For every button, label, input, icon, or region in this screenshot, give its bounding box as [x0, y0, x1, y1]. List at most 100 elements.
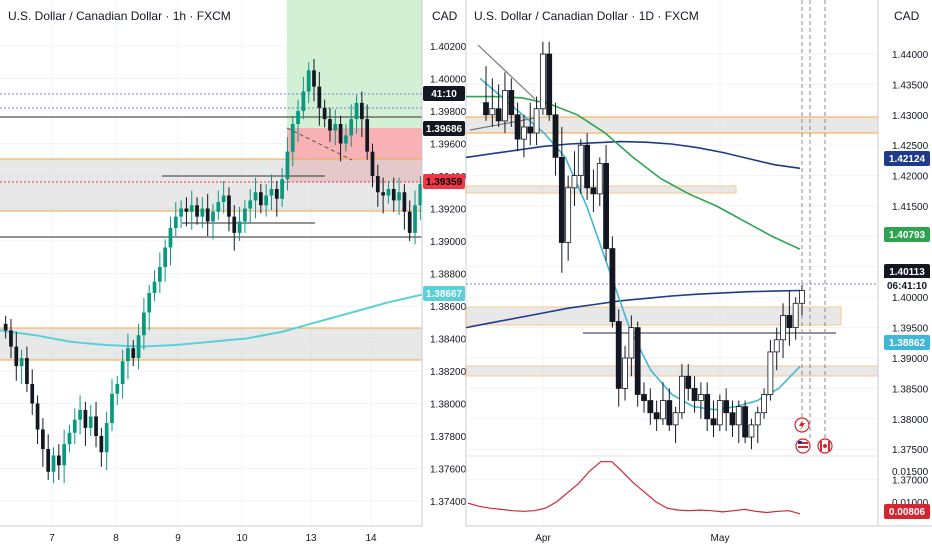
- trendline[interactable]: [477, 44, 536, 100]
- candle: [590, 169, 597, 213]
- candle: [216, 190, 221, 220]
- candle: [41, 418, 45, 467]
- candle-body: [237, 221, 242, 233]
- candle: [407, 200, 412, 241]
- price-tag: 1.40793: [884, 227, 930, 242]
- candle-body: [136, 335, 141, 358]
- candle: [742, 400, 749, 444]
- candle: [609, 236, 616, 328]
- candle-body: [653, 412, 660, 420]
- candle-body: [767, 351, 774, 395]
- candle-body: [792, 302, 799, 328]
- candle-body: [227, 195, 231, 217]
- candle: [46, 434, 51, 480]
- candle-body: [67, 432, 72, 445]
- candle: [413, 190, 417, 245]
- candle: [729, 400, 736, 438]
- candle: [168, 216, 173, 266]
- candle-body: [584, 144, 591, 189]
- candle-body: [179, 208, 183, 217]
- us-flag-icon: [798, 441, 802, 444]
- candle: [195, 197, 199, 225]
- candle-body: [200, 208, 205, 217]
- demand-zone: [465, 306, 842, 326]
- candle: [173, 202, 178, 237]
- price-tag-bg: [884, 335, 930, 350]
- candle: [253, 177, 258, 219]
- candle-body: [748, 424, 755, 438]
- candle-body: [521, 126, 527, 140]
- price-tag: 1.38667: [423, 286, 465, 301]
- right-chart-title: U.S. Dollar / Canadian Dollar · 1D · FXC…: [474, 9, 699, 23]
- candle: [539, 41, 546, 115]
- us-flag-icon: [798, 442, 808, 444]
- candle-body: [184, 208, 189, 212]
- candle: [792, 297, 799, 340]
- candle-body: [710, 418, 717, 426]
- candle-body: [735, 406, 742, 426]
- oscillator-axis[interactable]: 0.01500 0.01000: [892, 467, 929, 509]
- left-time-axis[interactable]: 7 8 9 10 13 14: [49, 533, 377, 544]
- left-chart-panel: 1.402001.400001.398001.396001.394001.392…: [0, 0, 467, 544]
- moving-average-line: [0, 293, 423, 348]
- candle: [152, 270, 157, 302]
- candle: [615, 309, 622, 407]
- price-tag-label: 1.38667: [426, 289, 463, 300]
- candle-body: [30, 384, 35, 404]
- candle-body: [685, 375, 692, 389]
- candle: [483, 66, 489, 121]
- candle: [157, 252, 162, 293]
- candle: [131, 340, 136, 367]
- canada-flag-event-icon[interactable]: [817, 438, 833, 454]
- candle: [83, 401, 88, 446]
- candle-body: [402, 192, 407, 212]
- candle-body: [157, 267, 162, 282]
- oscillator-line: [467, 461, 801, 515]
- time-tick-label: Apr: [535, 533, 551, 544]
- candle-body: [322, 107, 327, 120]
- candle: [306, 62, 311, 103]
- lower-zone: [465, 365, 879, 377]
- price-tag: 41:10: [423, 86, 465, 101]
- candle-body: [577, 144, 584, 176]
- candle: [104, 411, 109, 471]
- candle: [716, 394, 723, 431]
- price-tag-bg: [423, 121, 465, 136]
- candle-body: [533, 108, 540, 134]
- candle-body: [328, 119, 332, 131]
- candle: [211, 203, 215, 240]
- candle: [274, 180, 279, 217]
- candle: [115, 375, 120, 406]
- candle-body: [502, 90, 508, 122]
- candle-body: [647, 400, 654, 414]
- candle: [264, 184, 269, 217]
- lightning-event-icon[interactable]: [794, 417, 810, 433]
- oscillator-tick-label: 0.01500: [892, 467, 929, 478]
- price-tag-bg: [884, 504, 930, 519]
- price-tick-label: 1.37800: [430, 432, 467, 443]
- supply-zone: [0, 159, 422, 211]
- candle-body: [110, 393, 114, 423]
- candle: [227, 187, 231, 232]
- right-time-axis[interactable]: Apr May: [535, 533, 729, 544]
- time-tick-label: 14: [365, 533, 377, 544]
- candle: [205, 193, 210, 237]
- candle-body: [83, 410, 88, 428]
- candle: [533, 96, 540, 146]
- price-tick-label: 1.38400: [430, 335, 467, 346]
- price-tag-bg: [884, 278, 930, 293]
- right-price-tags: 1.42124 1.40793 1.40113 06:41:10 1.38862 0.00…: [884, 151, 930, 519]
- price-tick-label: 1.43000: [892, 111, 929, 122]
- us-flag-event-icon[interactable]: [795, 438, 811, 454]
- candle-body: [495, 108, 502, 122]
- time-tick-label: 7: [49, 533, 55, 544]
- candle-body: [742, 406, 749, 438]
- candle: [386, 180, 391, 204]
- left-currency-label: CAD: [432, 9, 458, 23]
- candle-body: [489, 108, 496, 116]
- candle-body: [418, 184, 423, 206]
- left-price-axis[interactable]: 1.402001.400001.398001.396001.394001.392…: [430, 42, 467, 508]
- candle-body: [596, 163, 603, 195]
- right-price-axis[interactable]: 1.44000 1.43500 1.43000 1.42500 1.42000 1.415…: [892, 50, 929, 487]
